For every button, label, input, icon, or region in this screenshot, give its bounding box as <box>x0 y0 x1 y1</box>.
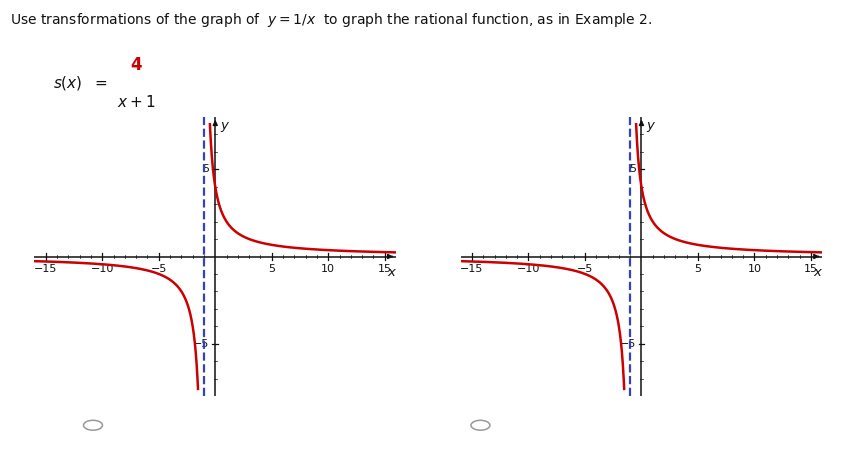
Text: −15: −15 <box>34 264 58 274</box>
Text: −5: −5 <box>619 339 635 349</box>
Text: −10: −10 <box>90 264 114 274</box>
Text: 15: 15 <box>378 264 392 274</box>
Text: −10: −10 <box>517 264 540 274</box>
Text: $s(x)$: $s(x)$ <box>53 74 83 92</box>
Text: −15: −15 <box>461 264 484 274</box>
Text: $x + 1$: $x + 1$ <box>117 94 155 110</box>
Text: 10: 10 <box>747 264 761 274</box>
Text: −5: −5 <box>577 264 593 274</box>
Text: 5: 5 <box>629 164 635 174</box>
Text: Use transformations of the graph of  $y = 1/x$  to graph the rational function, : Use transformations of the graph of $y =… <box>10 11 653 29</box>
Text: x: x <box>387 266 395 279</box>
Text: −5: −5 <box>193 339 209 349</box>
Text: 4: 4 <box>130 56 142 74</box>
Text: 5: 5 <box>269 264 276 274</box>
Text: −5: −5 <box>151 264 167 274</box>
Text: y: y <box>647 119 654 132</box>
Text: y: y <box>220 119 228 132</box>
Text: 15: 15 <box>804 264 818 274</box>
Text: x: x <box>814 266 821 279</box>
Text: 10: 10 <box>321 264 335 274</box>
Text: 5: 5 <box>202 164 209 174</box>
Text: 5: 5 <box>695 264 702 274</box>
Text: =: = <box>95 76 108 91</box>
